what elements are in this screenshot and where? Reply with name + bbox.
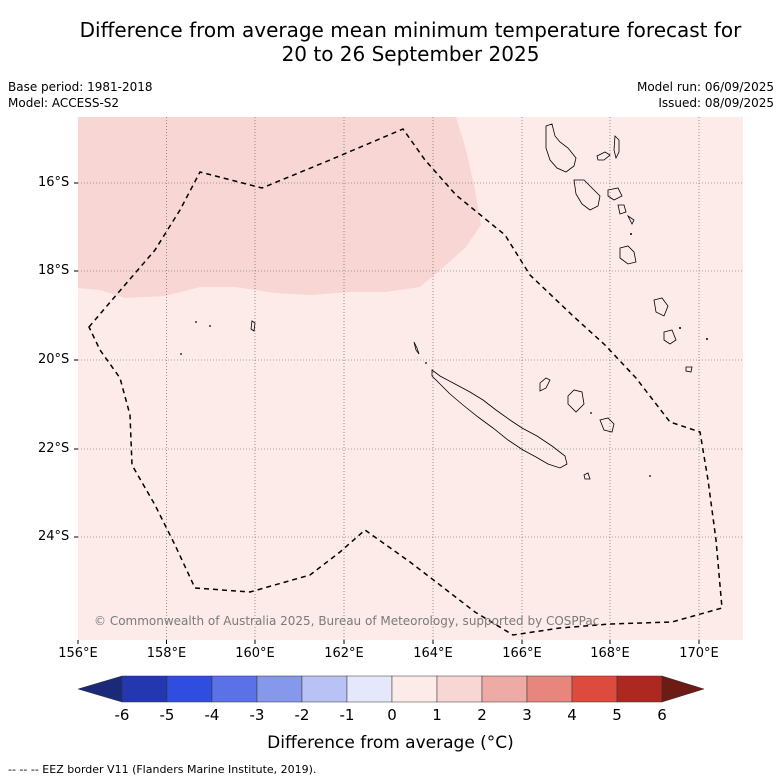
colorbar-tick: 4 [567,706,577,724]
colorbar-tick: 0 [387,706,397,724]
colorbar-bin-0-1 [391,675,438,703]
base-period: Base period: 1981-2018 [8,80,153,94]
title-line-1: Difference from average mean minimum tem… [79,18,742,42]
lon-label-164e: 164°E [413,646,453,661]
colorbar-tick: 2 [477,706,487,724]
title-line-2: 20 to 26 September 2025 [281,42,540,66]
map-warm-region [78,117,481,298]
vanuatu-maewo-outline [613,135,620,160]
colorbar-label: Difference from average (°C) [267,733,514,753]
loyalty-islands-outline [539,377,615,433]
colorbar-bin-neg5-neg4 [166,675,213,703]
colorbar-tick: 6 [657,706,667,724]
meta-right: Model run: 06/09/2025 Issued: 08/09/2025 [637,79,774,111]
meta-left: Base period: 1981-2018 Model: ACCESS-S2 [8,79,153,111]
colorbar-bin-1-2 [436,675,483,703]
lon-label-166e: 166°E [502,646,542,661]
lat-label-22s: 22°S [38,441,70,456]
colorbar-bin-neg3-neg2 [256,675,303,703]
belep-islands-outline [413,341,420,355]
lon-label-158e: 158°E [146,646,187,661]
vanuatu-aneityum-outline [685,366,693,373]
model-run: Model run: 06/09/2025 [636,80,774,94]
colorbar-tick: -1 [339,706,355,724]
chesterfield-reef-outline [250,320,256,332]
axis-ticks [74,182,700,644]
vanuatu-tanna-outline [663,329,677,345]
model-name: Model: ACCESS-S2 [8,96,120,110]
gridlines [78,117,743,640]
vanuatu-shepherd-islands-outline [617,204,635,225]
issued-date: Issued: 08/09/2025 [658,96,774,110]
isle-of-pines-outline [583,472,591,480]
colorbar [77,675,705,703]
lon-label-156e: 156°E [58,646,98,661]
lon-label-162e: 162°E [324,646,364,661]
lat-label-24s: 24°S [38,529,70,544]
colorbar-bin-neg2-neg1 [301,675,348,703]
eez-border [88,128,723,636]
vanuatu-ambae-outline [596,151,611,161]
vanuatu-espiritu-santo-outline [545,123,577,173]
colorbar-tick: 3 [522,706,532,724]
colorbar-bin-neg4-neg3 [211,675,258,703]
chart-title: Difference from average mean minimum tem… [0,18,781,66]
new-caledonia-outline [431,369,568,469]
colorbar-tick: 5 [612,706,622,724]
small-islands [180,233,708,477]
eez-legend-note: -- -- -- EEZ border V11 (Flanders Marine… [8,763,317,776]
vanuatu-efate-outline [619,245,637,265]
copyright-notice: © Commonwealth of Australia 2025, Bureau… [94,614,600,628]
lon-label-170e: 170°E [679,646,719,661]
colorbar-extend-low [77,675,123,703]
colorbar-tick: -3 [249,706,265,724]
lon-label-168e: 168°E [590,646,630,661]
coastlines [250,123,693,480]
lat-label-18s: 18°S [38,263,70,278]
lat-label-16s: 16°S [38,175,70,190]
colorbar-tick: -4 [204,706,220,724]
colorbar-tick: -2 [294,706,310,724]
colorbar-extend-high [661,675,705,703]
colorbar-bin-neg1-0 [346,675,393,703]
vanuatu-malekula-outline [573,179,601,211]
colorbar-bin-2-3 [481,675,528,703]
colorbar-tick: 1 [432,706,442,724]
colorbar-bin-3-4 [526,675,573,703]
colorbar-bin-4-5 [571,675,618,703]
lat-label-20s: 20°S [38,352,70,367]
colorbar-tick: -5 [159,706,175,724]
vanuatu-pentecost-outline [607,187,623,201]
lon-label-160e: 160°E [235,646,275,661]
colorbar-tick: -6 [114,706,130,724]
colorbar-bin-5-6 [616,675,663,703]
vanuatu-erromango-outline [653,297,669,317]
colorbar-bin-neg6-neg5 [121,675,168,703]
